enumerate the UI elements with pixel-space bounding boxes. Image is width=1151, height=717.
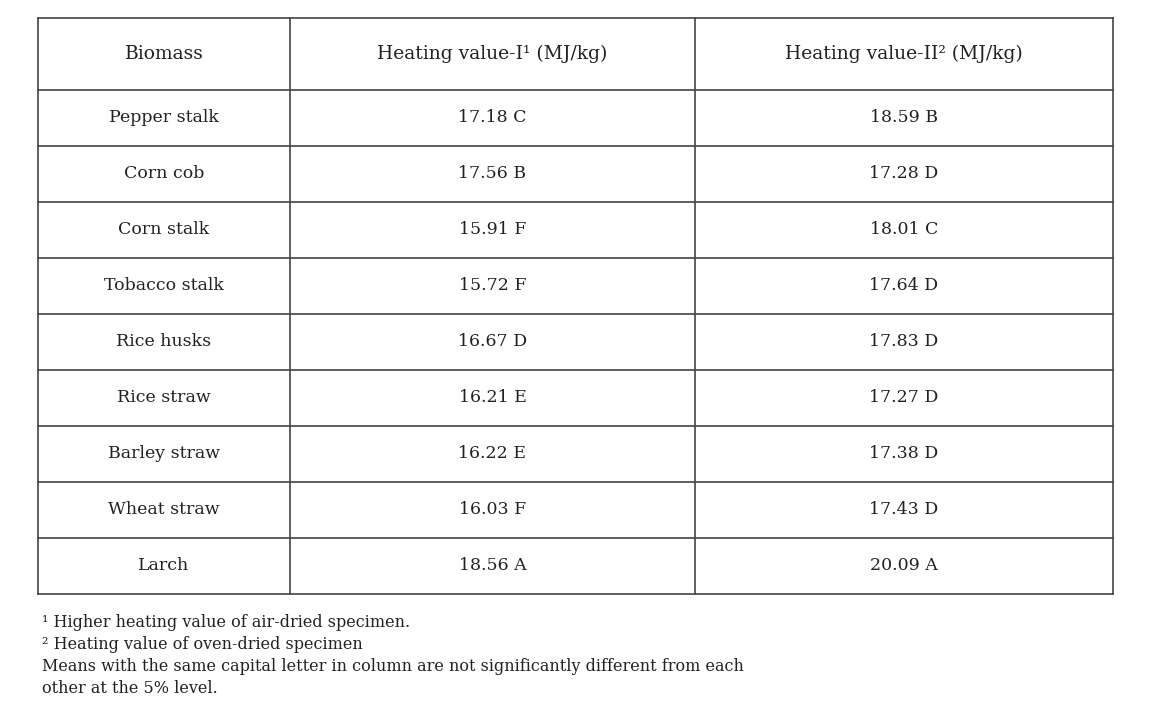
- Text: 17.27 D: 17.27 D: [869, 389, 939, 407]
- Text: Rice husks: Rice husks: [116, 333, 212, 351]
- Text: Wheat straw: Wheat straw: [108, 501, 220, 518]
- Text: 16.67 D: 16.67 D: [458, 333, 527, 351]
- Text: Corn stalk: Corn stalk: [119, 222, 209, 239]
- Text: 17.18 C: 17.18 C: [458, 110, 527, 126]
- Text: ¹ Higher heating value of air-dried specimen.: ¹ Higher heating value of air-dried spec…: [41, 614, 410, 631]
- Text: 16.21 E: 16.21 E: [458, 389, 526, 407]
- Text: Heating value-II² (MJ/kg): Heating value-II² (MJ/kg): [785, 45, 1023, 63]
- Text: 17.83 D: 17.83 D: [869, 333, 938, 351]
- Text: Tobacco stalk: Tobacco stalk: [104, 277, 224, 295]
- Text: 17.56 B: 17.56 B: [458, 166, 526, 183]
- Text: Means with the same capital letter in column are not significantly different fro: Means with the same capital letter in co…: [41, 658, 744, 675]
- Text: 17.43 D: 17.43 D: [869, 501, 938, 518]
- Text: 17.28 D: 17.28 D: [869, 166, 938, 183]
- Text: 20.09 A: 20.09 A: [870, 558, 938, 574]
- Text: Larch: Larch: [138, 558, 190, 574]
- Text: 16.22 E: 16.22 E: [458, 445, 526, 462]
- Text: 16.03 F: 16.03 F: [459, 501, 526, 518]
- Text: ² Heating value of oven-dried specimen: ² Heating value of oven-dried specimen: [41, 636, 363, 653]
- Text: Corn cob: Corn cob: [124, 166, 204, 183]
- Text: Rice straw: Rice straw: [117, 389, 211, 407]
- Text: Biomass: Biomass: [124, 45, 204, 63]
- Text: Heating value-I¹ (MJ/kg): Heating value-I¹ (MJ/kg): [378, 45, 608, 63]
- Text: 15.72 F: 15.72 F: [459, 277, 526, 295]
- Text: 15.91 F: 15.91 F: [459, 222, 526, 239]
- Text: 17.38 D: 17.38 D: [869, 445, 938, 462]
- Text: 18.59 B: 18.59 B: [870, 110, 938, 126]
- Text: Pepper stalk: Pepper stalk: [109, 110, 219, 126]
- Text: 18.56 A: 18.56 A: [459, 558, 526, 574]
- Text: 17.64 D: 17.64 D: [869, 277, 938, 295]
- Text: Barley straw: Barley straw: [108, 445, 220, 462]
- Text: other at the 5% level.: other at the 5% level.: [41, 680, 218, 697]
- Text: 18.01 C: 18.01 C: [870, 222, 938, 239]
